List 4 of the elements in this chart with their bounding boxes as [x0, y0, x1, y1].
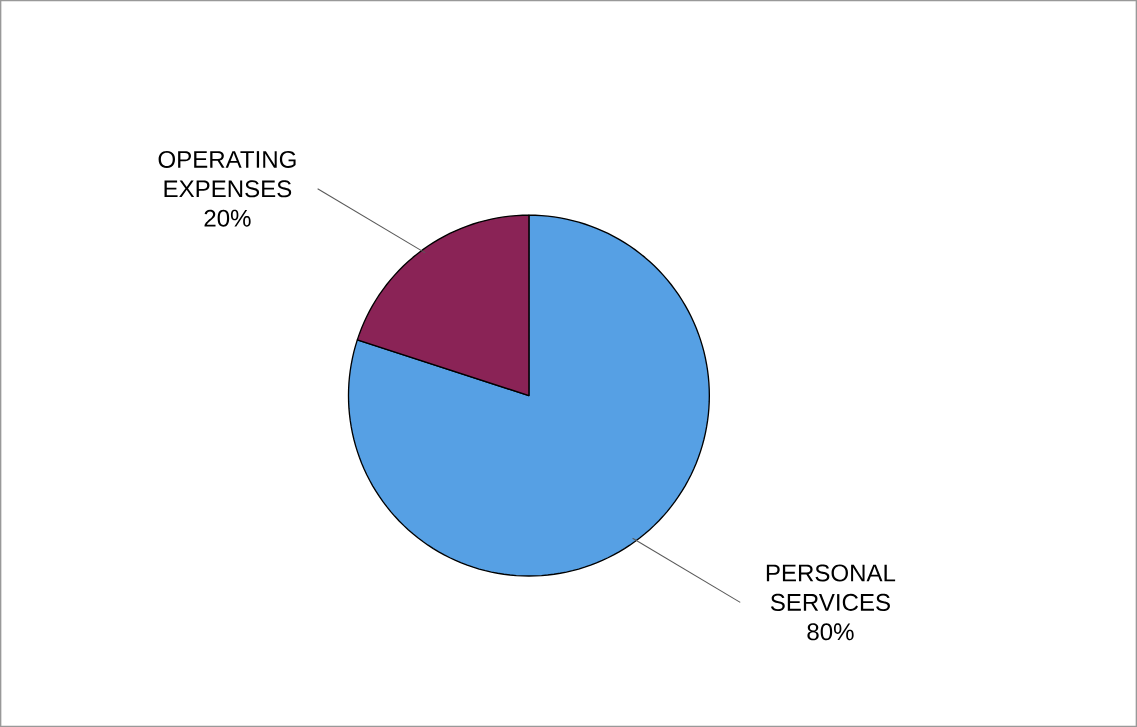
slice-label: OPERATING EXPENSES: [158, 150, 296, 198]
data-label: 80%: [807, 623, 854, 641]
data-label: 20%: [204, 209, 251, 227]
slice-label: PERSONAL SERVICES: [766, 564, 896, 611]
